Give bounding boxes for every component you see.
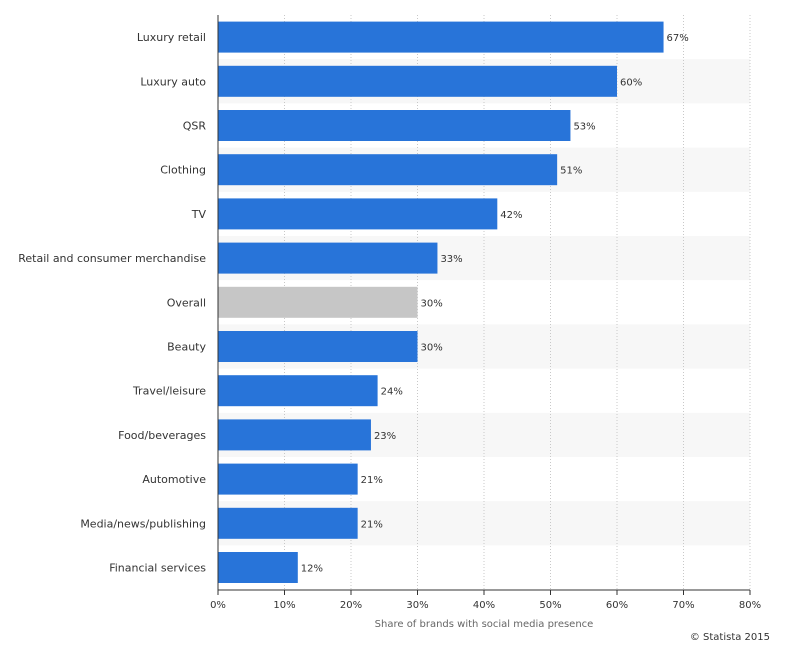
category-label: Overall — [167, 296, 206, 309]
bar — [218, 198, 498, 230]
value-label: 23% — [374, 431, 396, 442]
bar — [218, 242, 438, 274]
category-label: Luxury auto — [140, 75, 206, 88]
x-tick-label: 20% — [340, 600, 362, 611]
x-tick-label: 80% — [739, 600, 761, 611]
category-label: Luxury retail — [137, 31, 206, 44]
bar — [218, 21, 664, 53]
labels: 0% 10% 20% 30% 40% 50% 60% 70% 80% Luxury retail 6… — [18, 31, 761, 630]
x-tick-label: 30% — [406, 600, 428, 611]
bar — [218, 65, 617, 97]
bar — [218, 110, 571, 141]
value-label: 30% — [421, 298, 443, 309]
x-tick-label: 60% — [606, 600, 628, 611]
category-label: Clothing — [160, 164, 206, 177]
x-tick-label: 0% — [210, 600, 226, 611]
category-label: Food/beverages — [118, 429, 206, 442]
category-label: QSR — [183, 120, 207, 133]
bar — [218, 419, 371, 451]
value-label: 51% — [560, 166, 582, 177]
bars — [218, 21, 664, 583]
category-label: Media/news/publishing — [80, 517, 206, 530]
x-tick-label: 50% — [539, 600, 561, 611]
value-label: 21% — [361, 519, 383, 530]
axes — [217, 15, 751, 595]
x-tick-label: 10% — [273, 600, 295, 611]
value-label: 12% — [301, 564, 323, 575]
bar — [218, 286, 418, 318]
category-label: Retail and consumer merchandise — [18, 252, 206, 265]
bar — [218, 463, 358, 495]
x-axis-title: Share of brands with social media presen… — [375, 619, 594, 630]
value-label: 60% — [620, 77, 642, 88]
category-label: Automotive — [142, 473, 206, 486]
value-label: 21% — [361, 475, 383, 486]
value-label: 42% — [500, 210, 522, 221]
credit-text: © Statista 2015 — [689, 632, 770, 643]
category-label: TV — [191, 208, 207, 221]
value-label: 53% — [573, 122, 595, 133]
x-tick-label: 70% — [672, 600, 694, 611]
bar — [218, 154, 558, 186]
value-label: 30% — [421, 343, 443, 354]
value-label: 67% — [667, 33, 689, 44]
value-label: 33% — [440, 254, 462, 265]
bar — [218, 507, 358, 539]
value-label: 24% — [381, 387, 403, 398]
category-label: Beauty — [167, 341, 206, 354]
category-label: Financial services — [109, 562, 206, 575]
bar — [218, 375, 378, 407]
x-tick-label: 40% — [473, 600, 495, 611]
category-label: Travel/leisure — [132, 385, 206, 398]
bar — [218, 331, 418, 362]
bar — [218, 552, 298, 583]
